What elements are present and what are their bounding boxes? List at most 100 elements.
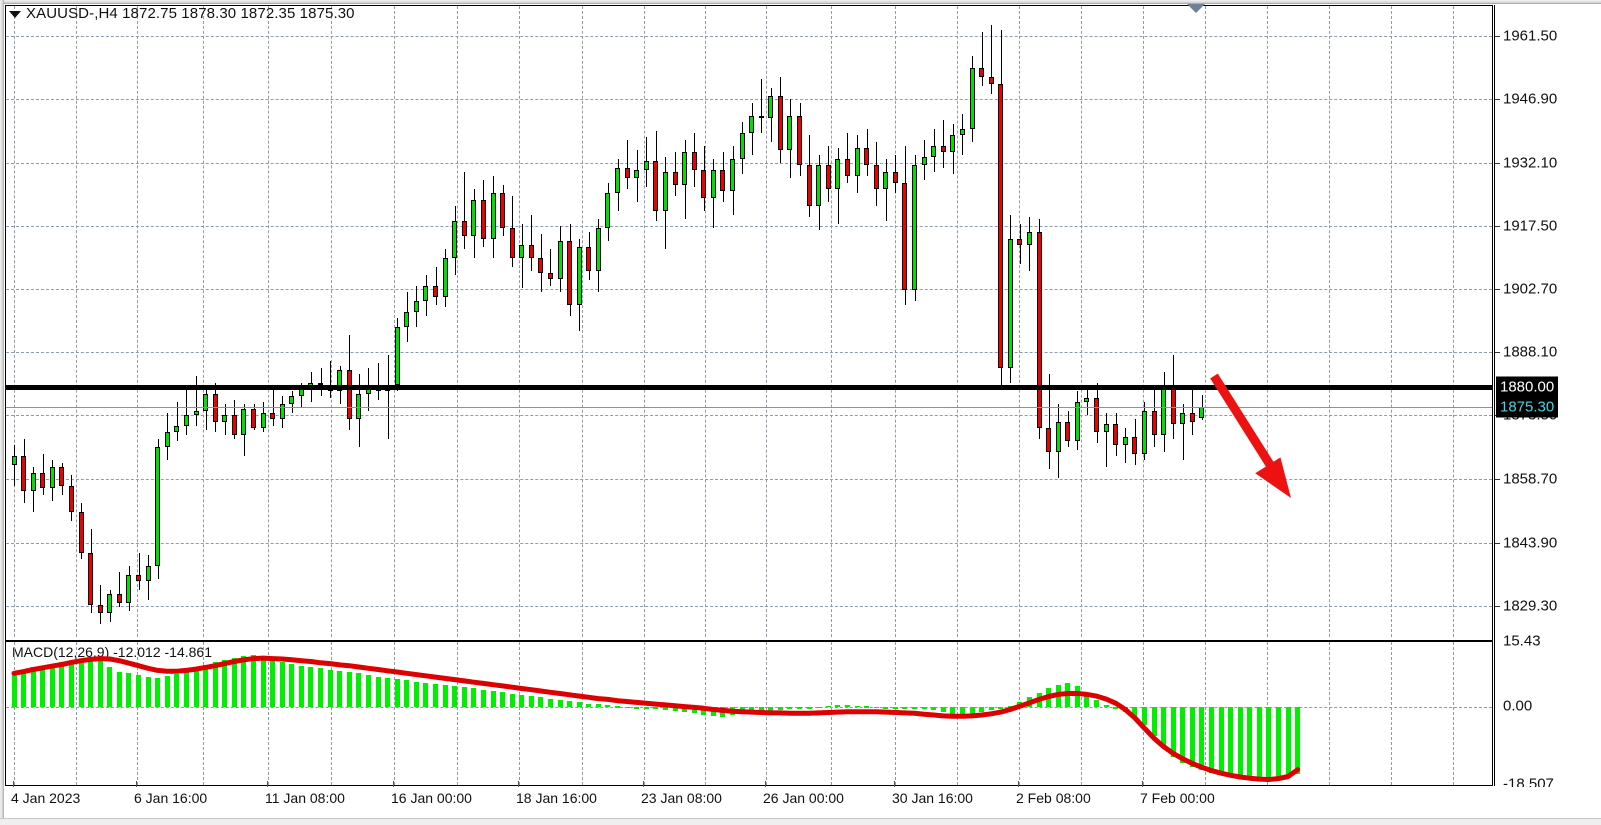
- candle-body: [423, 285, 429, 302]
- grid-line-horizontal: [6, 352, 1492, 354]
- down-arrow-annotation[interactable]: [6, 6, 1492, 637]
- grid-line-horizontal: [6, 162, 1492, 164]
- macd-histogram-bar: [739, 707, 745, 715]
- candle-body: [1180, 413, 1186, 424]
- candle-body: [1017, 238, 1023, 246]
- macd-histogram-bar: [68, 660, 74, 707]
- candle-body: [797, 115, 803, 166]
- macd-histogram-bar: [212, 662, 218, 707]
- candle-body: [413, 301, 419, 312]
- candle-body: [1151, 410, 1157, 435]
- price-tick-label: 1858.70: [1503, 470, 1558, 488]
- macd-indicator-pane[interactable]: MACD(12,26,9) -12.012 -14.861: [6, 640, 1492, 785]
- chart-symbol-header: XAUUSD-,H4 1872.75 1878.30 1872.35 1875.…: [26, 5, 355, 22]
- candle-body: [749, 115, 755, 134]
- macd-histogram-bar: [921, 707, 927, 710]
- grid-line-vertical: [268, 642, 269, 785]
- macd-histogram-bar: [174, 673, 180, 707]
- candle-body: [854, 148, 860, 177]
- candle-body: [461, 221, 467, 237]
- grid-line-vertical: [644, 6, 645, 637]
- macd-histogram-bar: [327, 669, 333, 707]
- grid-line-vertical: [1391, 6, 1392, 637]
- grid-line-vertical: [766, 642, 767, 785]
- triangle-down-icon[interactable]: [9, 11, 21, 18]
- macd-histogram-bar: [615, 706, 621, 708]
- time-tick-label: 30 Jan 16:00: [892, 790, 973, 806]
- macd-histogram-bar: [1199, 707, 1205, 771]
- candle-body: [950, 135, 956, 153]
- price-pane[interactable]: [6, 6, 1492, 637]
- candle-body: [787, 115, 793, 151]
- candle-body: [969, 68, 975, 129]
- macd-histogram-bar: [1209, 707, 1214, 773]
- grid-line-vertical: [1019, 642, 1020, 785]
- candle-body: [1170, 385, 1176, 424]
- macd-histogram-bar: [260, 656, 266, 707]
- macd-histogram-bar: [605, 705, 611, 707]
- horizontal-level-line[interactable]: [6, 385, 1492, 391]
- candle-body: [902, 182, 908, 291]
- candle-body: [289, 395, 295, 405]
- time-scale[interactable]: 4 Jan 2023 6 Jan 16:00 11 Jan 08:00 16 Jan …: [5, 781, 1601, 819]
- grid-line-horizontal: [6, 36, 1492, 38]
- candle-body: [1103, 423, 1109, 433]
- grid-line-vertical: [456, 6, 458, 637]
- price-scale[interactable]: 1961.50 1946.90 1932.10 1917.50 1902.70 1888.…: [1494, 5, 1601, 793]
- macd-histogram-bar: [950, 707, 956, 714]
- candle-body: [720, 169, 726, 192]
- macd-tick-label: 0.00: [1503, 697, 1533, 715]
- macd-histogram-bar: [1084, 692, 1090, 707]
- candle-body: [595, 227, 601, 271]
- time-tick-label: 6 Jan 16:00: [134, 790, 208, 806]
- candle-body: [279, 404, 285, 420]
- macd-histogram-bar: [634, 707, 640, 709]
- price-tick-label: 1946.90: [1503, 90, 1558, 108]
- candle-wick: [943, 120, 944, 168]
- macd-histogram-bar: [624, 706, 630, 709]
- candle-body: [959, 128, 965, 136]
- macd-histogram-bar: [270, 659, 276, 707]
- macd-histogram-bar: [1007, 706, 1013, 708]
- chart-plot-area[interactable]: MACD(12,26,9) -12.012 -14.861: [5, 5, 1493, 786]
- macd-histogram-bar: [1103, 705, 1109, 707]
- price-tick: [1495, 289, 1500, 291]
- candle-body: [931, 145, 937, 157]
- macd-histogram-bar: [164, 676, 170, 707]
- candle-body: [710, 169, 716, 198]
- macd-histogram-bar: [40, 665, 46, 707]
- macd-histogram-bar: [567, 701, 573, 707]
- candle-body: [97, 604, 103, 614]
- candle-wick: [1183, 404, 1184, 461]
- candle-body: [500, 193, 506, 228]
- candle-body: [298, 389, 304, 396]
- macd-histogram-bar: [547, 698, 553, 707]
- candle-wick: [1087, 389, 1088, 416]
- macd-histogram-bar: [452, 685, 458, 707]
- candle-body: [394, 326, 400, 386]
- candle-wick: [186, 389, 187, 435]
- macd-histogram-bar: [480, 689, 486, 707]
- macd-histogram-bar: [289, 664, 295, 707]
- macd-histogram-bar: [787, 707, 793, 710]
- macd-histogram-bar: [107, 667, 113, 707]
- candle-body: [88, 553, 94, 605]
- macd-histogram-bar: [1026, 696, 1032, 707]
- candle-body: [231, 415, 237, 435]
- macd-histogram-bar: [691, 707, 697, 714]
- candle-wick: [1125, 428, 1126, 463]
- candle-body: [538, 257, 544, 274]
- grid-line-vertical: [1329, 6, 1330, 637]
- macd-histogram-bar: [193, 668, 199, 708]
- macd-histogram-bar: [1295, 707, 1301, 774]
- time-tick-label: 11 Jan 08:00: [265, 790, 345, 806]
- candle-wick: [982, 31, 983, 86]
- bid-price-badge[interactable]: 1875.30: [1496, 396, 1559, 418]
- grid-line-vertical: [1205, 6, 1206, 637]
- level-price-badge[interactable]: 1880.00: [1496, 376, 1559, 398]
- macd-histogram-bar: [653, 707, 659, 709]
- macd-histogram-bar: [241, 656, 247, 708]
- candle-body: [825, 165, 831, 190]
- candle-wick: [847, 133, 848, 183]
- candle-wick: [550, 249, 551, 286]
